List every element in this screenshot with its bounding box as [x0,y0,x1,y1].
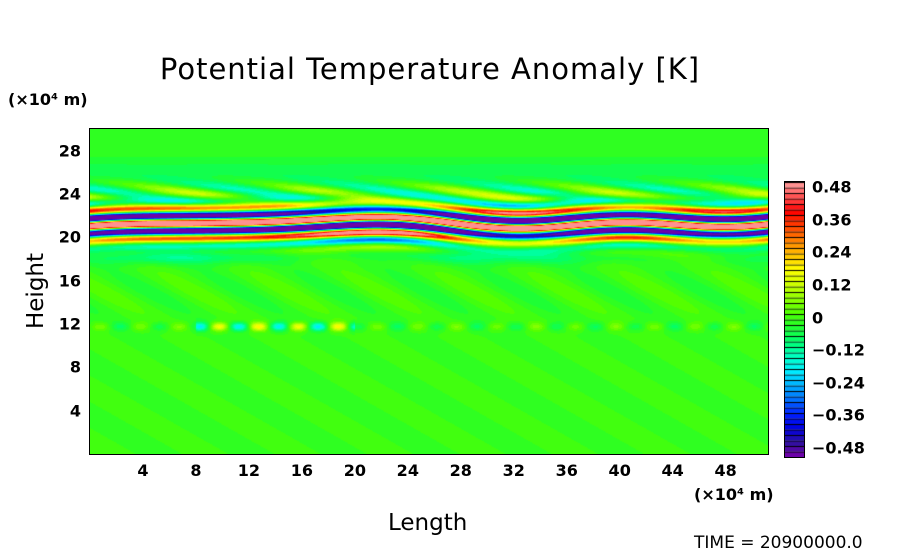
x-tick-label: 20 [343,461,366,480]
colorbar [784,181,805,458]
plot-area [89,128,769,455]
x-tick-label: 32 [502,461,525,480]
y-tick-label: 20 [58,227,81,247]
x-tick-label: 12 [237,461,261,480]
colorbar-tick-label: 0.48 [812,177,852,197]
heatmap [90,129,768,454]
y-tick-label: 28 [58,141,81,161]
x-tick-label: 16 [290,461,314,480]
x-axis-label: Length [388,510,468,536]
colorbar-tick-label: 0.24 [812,242,852,262]
y-tick-label: 12 [58,314,81,334]
x-tick-label: 4 [137,461,149,480]
y-tick-label: 16 [58,271,81,291]
y-axis-unit: (×10⁴ m) [8,90,88,109]
x-axis-unit: (×10⁴ m) [694,485,774,504]
y-axis-label: Height [23,252,49,330]
colorbar-tick-label: 0 [812,308,824,327]
x-tick-label: 44 [661,461,684,480]
colorbar-tick-label: −0.36 [812,405,865,425]
colorbar-tick-label: −0.48 [812,438,865,458]
colorbar-tick-label: −0.12 [812,340,865,360]
colorbar-tick-label: 0.12 [812,275,852,295]
y-tick-label: 8 [69,357,81,377]
y-tick-label: 24 [58,184,81,204]
x-tick-label: 8 [190,461,202,480]
colorbar-gradient [785,182,804,457]
colorbar-tick-label: 0.36 [812,210,852,230]
colorbar-tick-label: −0.24 [812,373,865,393]
x-tick-label: 36 [555,461,578,480]
x-tick-label: 24 [396,461,419,480]
y-tick-label: 4 [69,401,81,421]
time-readout: TIME = 20900000.0 [694,533,863,553]
x-tick-label: 48 [714,461,737,480]
x-tick-label: 28 [449,461,472,480]
chart-title: Potential Temperature Anomaly [K] [159,52,701,86]
x-tick-label: 40 [608,461,631,480]
